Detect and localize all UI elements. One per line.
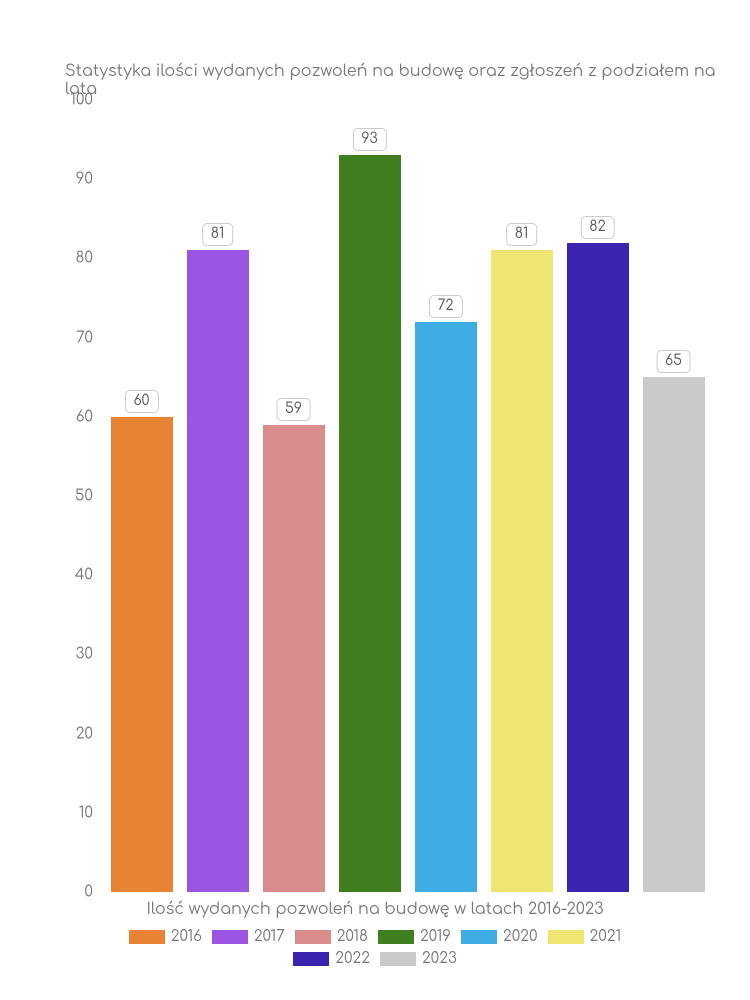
bar-2023: 65	[643, 377, 705, 892]
legend-item-2019: 2019	[378, 928, 451, 945]
bar-value-label: 82	[580, 216, 614, 239]
legend-label: 2021	[590, 928, 622, 945]
legend-swatch	[380, 952, 416, 966]
legend-swatch	[378, 930, 414, 944]
legend-swatch	[293, 952, 329, 966]
bar-value-label: 72	[428, 295, 462, 318]
bar-value-label: 81	[506, 223, 538, 246]
y-axis: 0102030405060708090100	[60, 100, 100, 892]
bar-2018: 59	[263, 425, 325, 892]
bar-value-label: 93	[352, 128, 386, 151]
y-tick: 0	[84, 884, 93, 901]
legend-row: 2022 2023	[0, 950, 750, 967]
legend-label: 2022	[335, 950, 370, 967]
y-tick: 90	[76, 171, 93, 188]
legend-swatch	[295, 930, 331, 944]
legend-label: 2018	[337, 928, 368, 945]
bar-value-label: 65	[656, 350, 691, 373]
legend-label: 2019	[420, 928, 451, 945]
bar-2020: 72	[415, 322, 477, 892]
y-tick: 10	[79, 804, 93, 821]
y-tick: 80	[76, 250, 93, 267]
chart-container: Statystyka ilości wydanych pozwoleń na b…	[0, 0, 750, 1000]
legend-item-2018: 2018	[295, 928, 368, 945]
legend-label: 2016	[171, 928, 202, 945]
legend-swatch	[212, 930, 248, 944]
y-tick: 20	[76, 725, 93, 742]
legend-item-2021: 2021	[548, 928, 622, 945]
bar-value-label: 81	[202, 223, 234, 246]
y-tick: 40	[75, 567, 93, 584]
bar-2016: 60	[111, 417, 173, 892]
y-tick: 50	[75, 488, 93, 505]
legend-swatch	[461, 930, 497, 944]
bar-2021: 81	[491, 250, 553, 892]
legend: 2016 2017 2018 2019 2020 2021 2022 2023	[0, 928, 750, 972]
chart-title: Statystyka ilości wydanych pozwoleń na b…	[65, 62, 750, 98]
legend-item-2020: 2020	[461, 928, 538, 945]
bar-value-label: 60	[124, 390, 158, 413]
legend-label: 2017	[254, 928, 285, 945]
bar-2017: 81	[187, 250, 249, 892]
y-tick: 60	[76, 408, 93, 425]
y-tick: 100	[70, 92, 93, 109]
x-axis-title: Ilość wydanych pozwoleń na budowę w lata…	[0, 900, 750, 918]
bars-area: 6081599372818265	[100, 100, 715, 892]
legend-item-2022: 2022	[293, 950, 370, 967]
legend-item-2017: 2017	[212, 928, 285, 945]
legend-label: 2023	[422, 950, 457, 967]
legend-label: 2020	[503, 928, 538, 945]
legend-item-2016: 2016	[129, 928, 202, 945]
bar-value-label: 59	[276, 398, 311, 421]
y-tick: 30	[76, 646, 93, 663]
legend-swatch	[129, 930, 165, 944]
y-tick: 70	[76, 329, 93, 346]
legend-item-2023: 2023	[380, 950, 457, 967]
bar-2019: 93	[339, 155, 401, 892]
legend-row: 2016 2017 2018 2019 2020 2021	[0, 928, 750, 945]
legend-swatch	[548, 930, 584, 944]
bar-2022: 82	[567, 243, 629, 892]
